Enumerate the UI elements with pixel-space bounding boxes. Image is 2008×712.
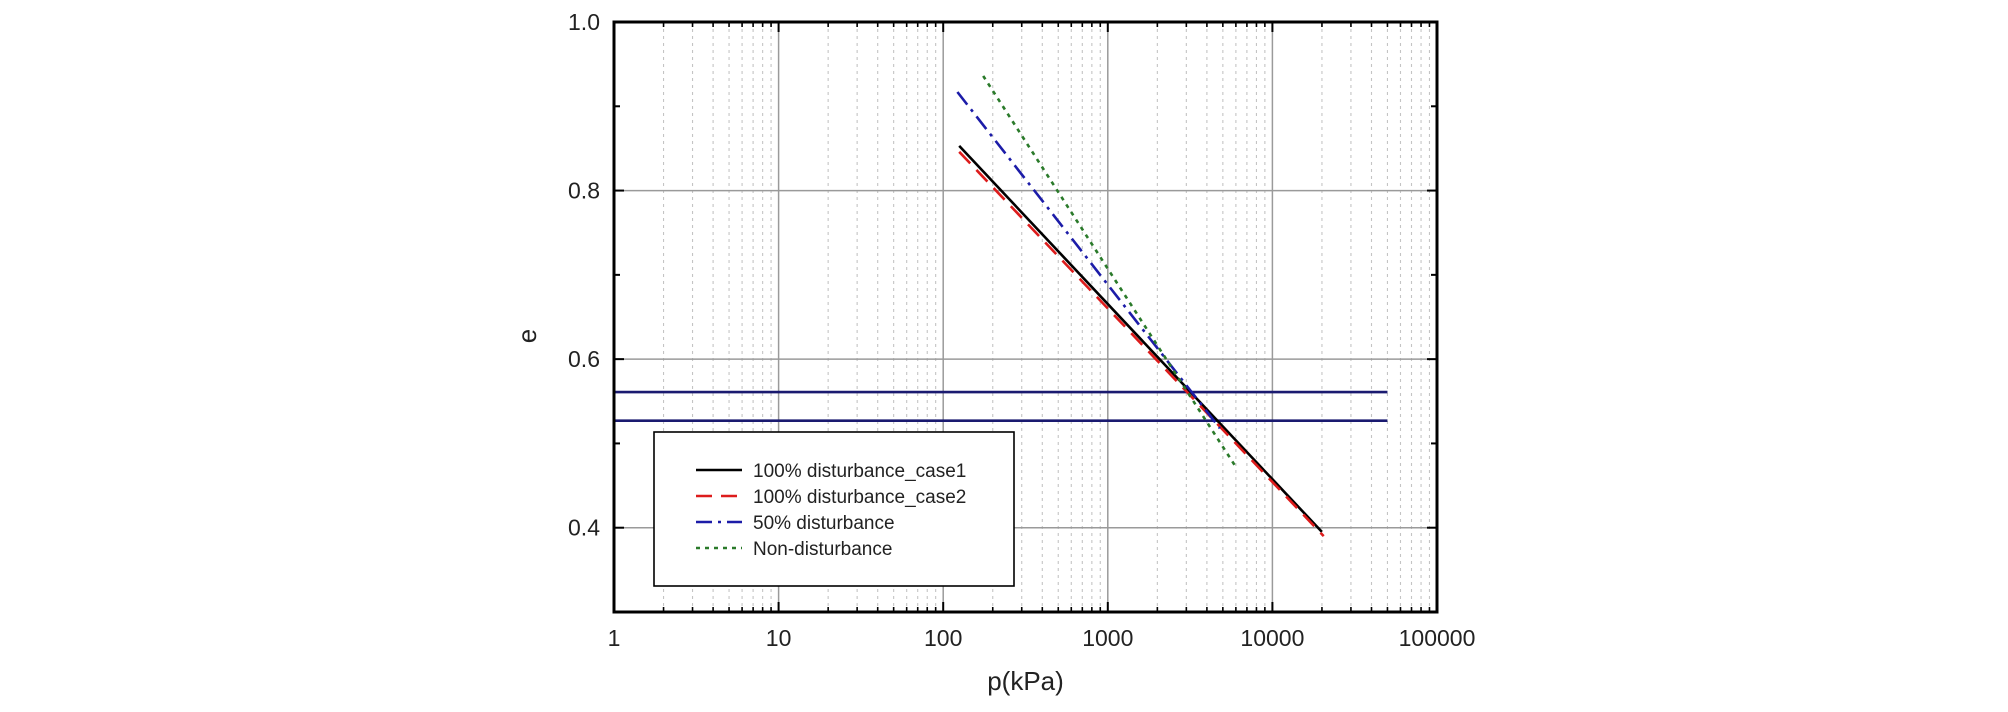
legend-label-1: 100% disturbance_case1 — [753, 461, 966, 482]
x-tick-label: 1 — [608, 625, 621, 651]
series-line-2 — [958, 150, 1325, 537]
x-tick-label: 1000 — [1082, 625, 1133, 651]
legend-label-3: 50% disturbance — [753, 513, 895, 534]
series-layer — [956, 75, 1325, 537]
x-axis-title: p(kPa) — [987, 666, 1064, 696]
plot-frame — [612, 20, 1439, 614]
x-tick-label: 10 — [766, 625, 792, 651]
legend: 100% disturbance_case1 100% disturbance_c… — [653, 431, 1015, 587]
x-tick-labels: 1 10 100 1000 10000 100000 — [608, 625, 1476, 651]
y-tick-label: 0.8 — [568, 178, 600, 204]
axis-ticks — [613, 21, 1438, 613]
x-tick-label: 100 — [924, 625, 962, 651]
legend-label-4: Non-disturbance — [753, 539, 892, 560]
x-tick-label: 100000 — [1399, 625, 1476, 651]
y-tick-label: 1.0 — [568, 9, 600, 35]
y-tick-labels: 0.4 0.6 0.8 1.0 — [568, 9, 600, 541]
reference-lines — [614, 390, 1388, 422]
legend-box — [653, 431, 1015, 587]
legend-label-2: 100% disturbance_case2 — [753, 487, 966, 508]
y-tick-label: 0.4 — [568, 515, 600, 541]
y-tick-label: 0.6 — [568, 346, 600, 372]
y-axis-title: e — [512, 329, 542, 343]
series-line-1 — [958, 145, 1323, 533]
x-tick-label: 10000 — [1240, 625, 1304, 651]
series-line-4 — [982, 75, 1237, 468]
